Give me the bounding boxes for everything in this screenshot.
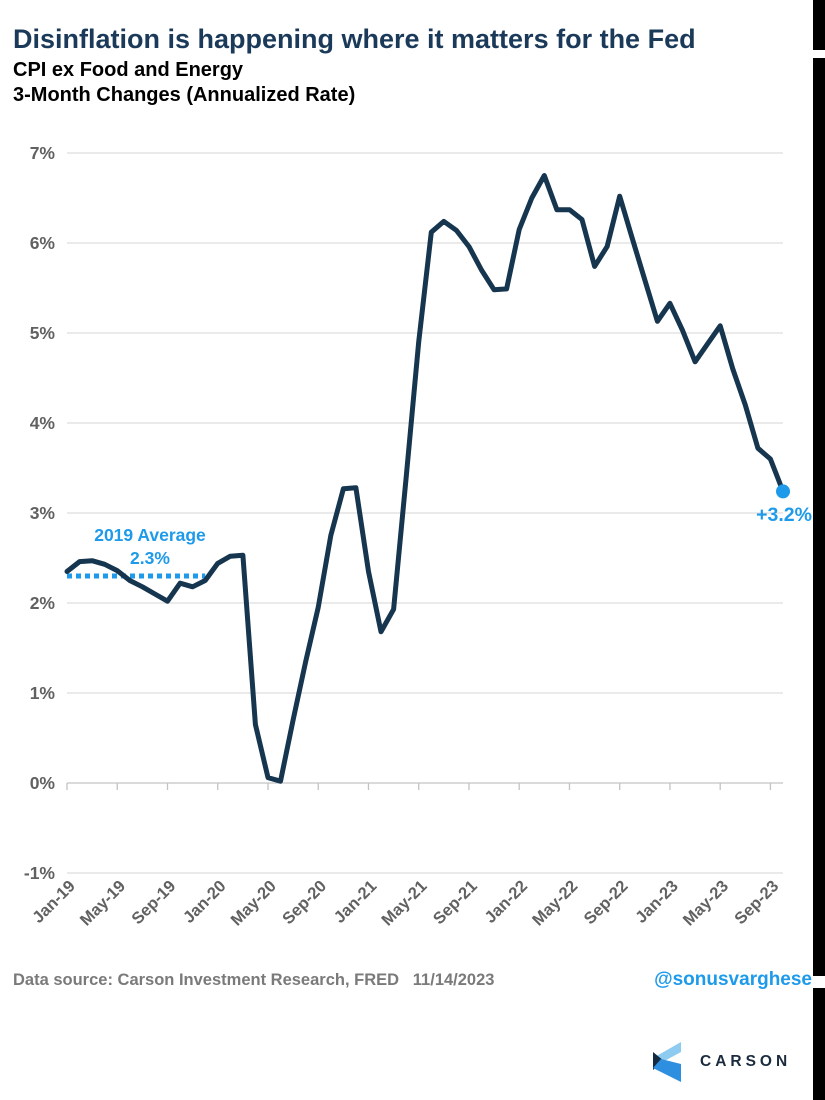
twitter-handle: @sonusvarghese — [654, 969, 812, 990]
x-axis-tick-label: May-23 — [680, 877, 732, 929]
y-axis-tick-label: 6% — [30, 233, 56, 253]
x-axis-tick-label: May-19 — [77, 877, 129, 929]
y-axis-tick-label: 7% — [30, 143, 56, 163]
x-axis-tick-label: May-22 — [529, 877, 581, 929]
page-title: Disinflation is happening where it matte… — [13, 24, 696, 55]
x-axis-tick-label: Jan-22 — [481, 877, 531, 927]
screen-edge-artifact — [813, 58, 825, 976]
y-axis-tick-label: 1% — [30, 683, 56, 703]
x-axis-tick-label: Sep-20 — [279, 877, 330, 928]
x-axis-tick-label: May-20 — [228, 877, 280, 929]
y-axis-tick-label: 4% — [30, 413, 56, 433]
last-point-marker — [776, 484, 790, 499]
x-axis-tick-label: Jan-19 — [29, 877, 79, 927]
screen-edge-artifact — [813, 0, 825, 50]
y-axis-tick-label: -1% — [24, 863, 56, 883]
carson-logo-icon — [653, 1042, 681, 1082]
y-axis-tick-label: 0% — [30, 773, 56, 793]
data-source-note: Data source: Carson Investment Research,… — [13, 971, 495, 989]
subtitle-line-2: 3-Month Changes (Annualized Rate) — [13, 84, 356, 106]
screen-edge-artifact — [813, 988, 825, 1100]
y-axis-tick-label: 2% — [30, 593, 56, 613]
x-axis-tick-label: May-21 — [378, 877, 430, 929]
cpi-series-line — [64, 173, 786, 784]
y-axis-tick-label: 5% — [30, 323, 56, 343]
average-annotation-line1: 2019 Average — [94, 525, 206, 545]
x-axis-tick-label: Sep-23 — [731, 877, 782, 928]
x-axis-tick-label: Sep-21 — [430, 877, 481, 928]
x-axis-tick-label: Jan-21 — [331, 877, 381, 927]
x-axis-tick-label: Sep-22 — [581, 877, 632, 928]
x-axis-tick-label: Jan-20 — [180, 877, 230, 927]
chart-subtitle: CPI ex Food and Energy 3-Month Changes (… — [13, 58, 355, 108]
x-axis-tick-label: Jan-23 — [632, 877, 682, 927]
carson-logo-text: CARSON — [700, 1053, 792, 1070]
average-annotation-line2: 2.3% — [130, 548, 170, 568]
last-point-label: +3.2% — [756, 504, 812, 526]
y-axis-tick-label: 3% — [30, 503, 56, 523]
carson-logo: CARSON — [652, 1042, 791, 1082]
subtitle-line-1: CPI ex Food and Energy — [13, 59, 244, 81]
x-axis-tick-label: Sep-19 — [128, 877, 179, 928]
